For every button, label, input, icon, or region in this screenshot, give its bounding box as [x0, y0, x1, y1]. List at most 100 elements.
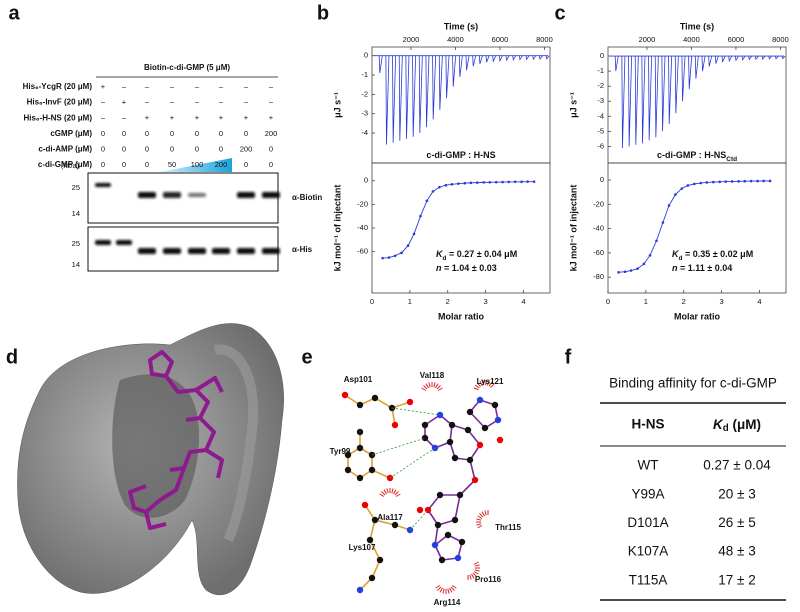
atom [458, 538, 466, 546]
atom [476, 441, 484, 449]
table-header: H-NS [632, 417, 665, 432]
cell: 0 [195, 129, 199, 138]
atom [371, 394, 379, 402]
injection-peak [538, 55, 543, 60]
row-label: c-di-AMP (μM) [38, 145, 92, 154]
table-cell: K107A [628, 544, 669, 559]
atom [491, 401, 499, 409]
hydrophobic-contact [383, 489, 387, 495]
hydrophobic-contact [433, 382, 436, 388]
table-rules [600, 402, 786, 601]
row-label: His₆-YcgR (20 μM) [23, 82, 93, 91]
y-tick-label: -80 [593, 272, 604, 281]
data-point [749, 179, 753, 183]
injection-peak [748, 55, 753, 61]
hydrophobic-contact [482, 380, 485, 386]
hydrophobic-contact [394, 491, 399, 496]
cell: + [219, 113, 224, 122]
data-point [680, 187, 684, 190]
y-tick-label: -5 [597, 126, 604, 135]
cell: – [170, 82, 175, 91]
injection-peak [378, 55, 383, 74]
data-point [425, 199, 429, 203]
ligplot [341, 380, 504, 594]
x-axis-label: Time (s) [680, 21, 714, 31]
data-point [393, 254, 397, 258]
text-run: n [672, 263, 678, 273]
y-tick-label: 0 [364, 176, 368, 185]
panel-label: a [8, 2, 20, 24]
plot-frame [371, 162, 551, 294]
cell: – [219, 98, 224, 107]
cell: 0 [101, 144, 105, 153]
hydrogen-bond [371, 437, 426, 456]
text-run: K [436, 249, 444, 259]
data-point [705, 181, 709, 184]
hydrophobic-contact [473, 387, 479, 391]
residue-label: Thr115 [495, 523, 521, 532]
injection-peak [701, 55, 706, 72]
table-cell: 20 ± 3 [718, 486, 755, 501]
data-point [431, 190, 435, 193]
injection-peak [628, 56, 633, 147]
cell: 0 [122, 160, 126, 169]
atom [341, 391, 349, 399]
text-run: n [436, 263, 442, 273]
y-tick-label: -1 [361, 70, 368, 79]
atom [356, 428, 364, 436]
hydrophobic-contact [469, 574, 472, 580]
hydrophobic-contact [479, 513, 484, 518]
atom [421, 421, 429, 429]
atom [451, 516, 459, 524]
injection-peak [505, 55, 510, 62]
injection-peak [478, 55, 483, 64]
residue-label: Val118 [420, 371, 445, 380]
injection-peak [385, 55, 390, 145]
injection-peak [452, 55, 457, 87]
cell: 0 [219, 129, 223, 138]
data-point [532, 180, 536, 183]
text-run: c-di-GMP : H-NS [426, 150, 495, 160]
cell: 200 [240, 144, 253, 153]
cell: + [244, 113, 249, 122]
injection-peak [634, 56, 639, 145]
panel-label: c [554, 2, 565, 24]
y-tick-label: -2 [597, 81, 604, 90]
subscript: d [443, 255, 447, 262]
data-point [482, 181, 486, 184]
rich-text: c-di-GMP : H-NSCtd [657, 150, 737, 162]
cell: 0 [101, 129, 105, 138]
data-point [469, 181, 473, 185]
hydrophobic-contact [442, 588, 445, 594]
hydrophobic-contact [476, 523, 482, 526]
data-point [457, 182, 460, 185]
hydrophobic-contact [381, 491, 386, 496]
cell: – [219, 82, 224, 91]
injection-peak [445, 55, 450, 99]
fit-line [382, 181, 535, 259]
hydrophobic-contact [395, 493, 401, 497]
rich-text: c-di-GMP : H-NS [426, 150, 495, 160]
cell: – [101, 113, 106, 122]
atom [481, 424, 489, 432]
hydrogen-bond [391, 407, 441, 416]
injection-peak [734, 55, 739, 62]
table-title: Binding affinity for c-di-GMP [609, 376, 777, 391]
injection-peak [728, 55, 733, 63]
text-run: K [713, 417, 724, 432]
bond [374, 397, 393, 409]
y-tick-label: -20 [593, 199, 604, 208]
injection-peak [708, 55, 713, 67]
cell: + [269, 113, 274, 122]
data-point [444, 183, 448, 187]
residue-label: Arg114 [434, 598, 461, 607]
atom [368, 466, 376, 474]
text-run: c-di-GMP : H-NS [657, 150, 726, 160]
text-run: = 0.35 ± 0.02 μM [682, 249, 753, 259]
hydrophobic-contact [386, 488, 389, 494]
atom [391, 421, 399, 429]
injection-peak [425, 55, 430, 128]
data-point [412, 232, 416, 236]
hydrogen-bond [409, 509, 429, 531]
hydrogen-bond [389, 447, 436, 479]
